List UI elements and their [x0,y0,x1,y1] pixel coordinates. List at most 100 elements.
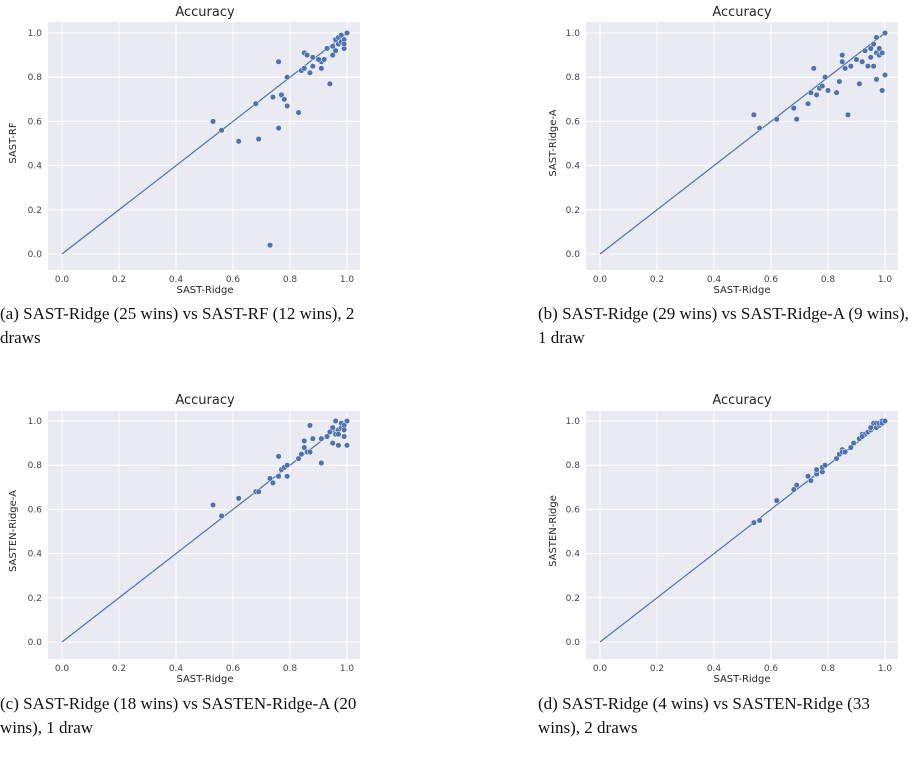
data-point [833,455,840,462]
data-point [341,41,348,48]
data-point [218,127,225,134]
data-point [284,74,291,81]
data-point [335,442,342,449]
y-tick-label: 0.6 [28,117,43,127]
data-point [822,74,829,81]
y-tick-label: 0.4 [28,162,43,172]
data-point [773,116,780,123]
y-tick-label: 0.8 [566,73,581,83]
data-point [284,102,291,109]
data-point [255,488,262,495]
panel-title: Accuracy [712,5,772,20]
y-tick-label: 0.8 [28,461,43,471]
data-point [275,453,282,460]
x-tick-label: 0.4 [169,275,184,285]
x-tick-label: 1.0 [878,275,893,285]
data-point [813,466,820,473]
data-point [278,91,285,98]
y-tick-label: 0.0 [28,638,43,648]
data-point [235,138,242,145]
data-point [301,65,308,72]
data-point [842,448,849,455]
data-point [284,462,291,469]
x-tick-label: 0.8 [821,275,836,285]
data-point [881,417,889,425]
data-point [267,475,274,482]
x-tick-label: 0.4 [707,275,722,285]
data-point [284,473,291,480]
data-point [309,435,316,442]
diagonal-line [599,32,886,255]
data-point [318,459,325,467]
scatter-panel-a: 0.0 0.2 0.4 0.6 0.8 1.0 0.0 0.2 0.4 0.6 0.8 1.0 Accu… [8,5,360,296]
scatter-panel-b: 0.0 0.2 0.4 0.6 0.8 1.0 0.0 0.2 0.4 0.6 0.8 1.0 Accu… [548,5,898,296]
data-point [255,136,262,143]
data-point [847,63,854,70]
y-axis-label: SASTEN-Ridge-A [8,490,19,572]
data-point [218,512,225,520]
y-tick-label: 0.0 [28,250,43,260]
x-tick-label: 0.8 [283,664,298,674]
x-tick-label: 1.0 [340,664,355,674]
data-point [324,433,331,440]
caption-a: (a) SAST-Ridge (25 wins) vs SAST-RF (12 … [0,304,355,347]
data-point [867,424,874,431]
data-point [306,422,314,429]
data-point [332,47,339,54]
data-point [756,517,763,524]
caption-d: (d) SAST-Ridge (4 wins) vs SASTEN-Ridge … [538,694,870,737]
data-point [842,65,849,72]
x-tick-label: 0.6 [764,664,779,674]
data-point [298,451,305,458]
data-point [252,100,259,107]
x-tick-label: 0.0 [55,275,70,285]
data-point [813,91,820,98]
data-point [295,455,302,462]
data-point [341,433,348,440]
data-point [790,105,797,112]
y-tick-label: 0.8 [566,461,581,471]
data-point [326,429,333,436]
x-tick-label: 0.2 [650,664,664,674]
x-tick-label: 0.6 [226,664,241,674]
data-point [321,56,328,63]
y-tick-label: 0.0 [566,638,581,648]
data-point [793,482,800,489]
data-point [338,32,345,39]
y-tick-label: 0.6 [566,505,581,515]
x-tick-label: 0.0 [593,275,608,285]
panel-title: Accuracy [712,393,772,408]
x-axis-label: SAST-Ridge [713,674,770,685]
x-tick-label: 0.8 [821,664,836,674]
data-point [773,497,780,504]
data-point [281,96,288,103]
y-axis-label: SAST-RF [8,122,19,163]
x-tick-label: 1.0 [878,664,893,674]
data-point [329,440,336,447]
data-point [853,56,860,63]
data-point [750,111,757,118]
y-tick-label: 1.0 [566,29,581,39]
panel-title: Accuracy [175,393,235,408]
data-point [844,111,852,118]
y-axis-label: SAST-Ridge-A [548,109,559,176]
x-axis-label: SAST-Ridge [176,674,233,685]
data-point [847,444,854,451]
data-point [329,424,336,431]
data-point [343,442,351,449]
data-point [343,417,351,425]
data-point [839,52,846,59]
data-point [836,78,843,85]
y-tick-label: 1.0 [28,29,43,39]
data-point [329,43,336,50]
data-point [876,45,883,52]
data-point [269,479,276,486]
x-tick-label: 0.4 [169,664,184,674]
data-point [306,448,314,455]
data-point [856,80,863,87]
data-point [833,89,840,96]
data-point [210,118,217,125]
data-point [275,124,282,132]
y-tick-label: 0.6 [28,505,43,515]
